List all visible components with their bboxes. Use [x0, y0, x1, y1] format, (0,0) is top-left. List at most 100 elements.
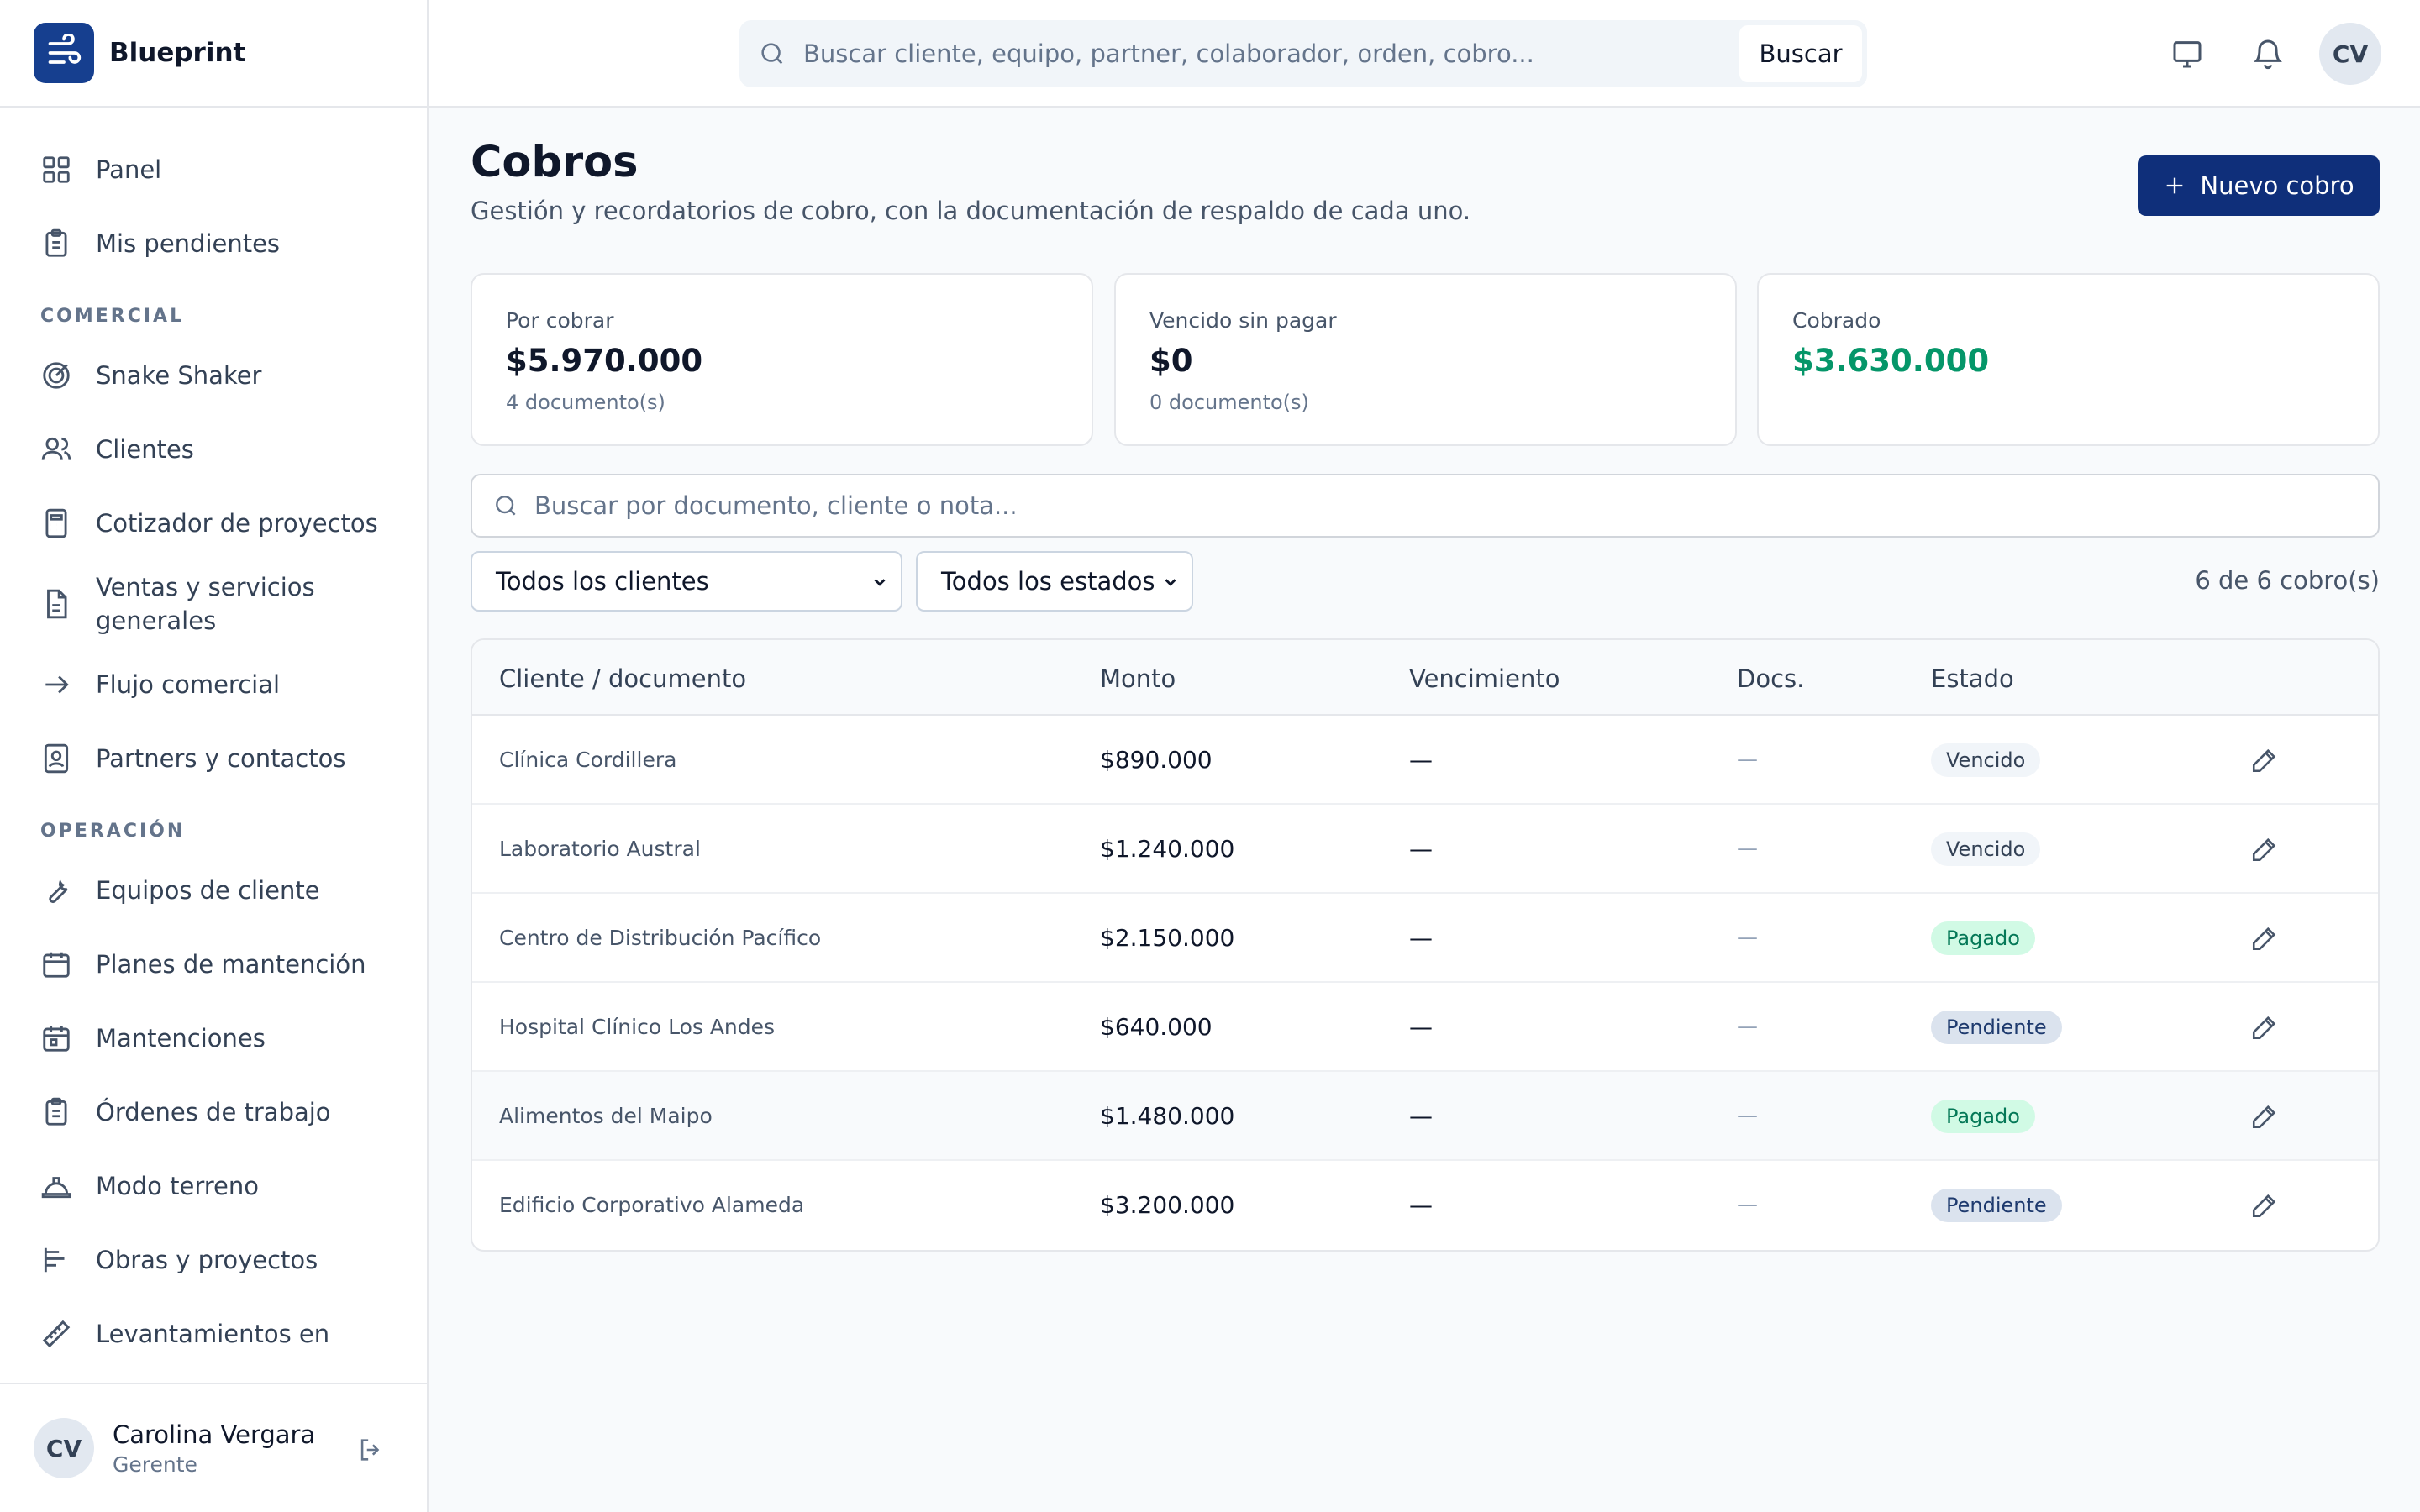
grid-icon: [43, 156, 70, 183]
sidebar-item-mantenciones[interactable]: Mantenciones: [0, 1001, 427, 1075]
pencil-icon[interactable]: [2250, 746, 2279, 774]
row-docs: —: [1737, 925, 1758, 949]
gantt-icon: [44, 1247, 65, 1273]
global-search: Buscar: [739, 20, 1867, 87]
pencil-icon[interactable]: [2250, 1191, 2279, 1220]
sidebar-item-label: Planes de mantención: [96, 950, 366, 979]
blueprint-logo-icon: [34, 23, 94, 83]
clipboard-list-icon: [45, 1097, 67, 1126]
table-row[interactable]: Laboratorio Austral $1.240.000 — — Venci…: [472, 805, 2378, 894]
row-docs: —: [1737, 1014, 1758, 1038]
row-amount: $1.240.000: [1100, 835, 1235, 863]
file-icon: [47, 589, 67, 619]
cobros-search-input[interactable]: [534, 491, 2378, 520]
status-badge: Pendiente: [1931, 1189, 2062, 1222]
sidebar-item-label: Mis pendientes: [96, 229, 281, 258]
sidebar-item-planes[interactable]: Planes de mantención: [0, 927, 427, 1001]
card-cobrado: Cobrado $3.630.000: [1757, 273, 2380, 446]
sidebar-item-mis-pendientes[interactable]: Mis pendientes: [0, 207, 427, 281]
new-cobro-button[interactable]: Nuevo cobro: [2138, 155, 2380, 216]
sidebar-item-snake-shaker[interactable]: Snake Shaker: [0, 339, 427, 412]
pencil-icon[interactable]: [2250, 1102, 2279, 1131]
search-button[interactable]: Buscar: [1739, 25, 1862, 82]
contact-book-icon: [44, 743, 69, 774]
sidebar-item-label: Panel: [96, 155, 162, 184]
status-badge: Pagado: [1931, 1100, 2035, 1133]
sidebar-item-label: Ventas y servicios generales: [96, 573, 315, 635]
card-value: $0: [1150, 343, 1193, 379]
row-amount: $2.150.000: [1100, 924, 1235, 952]
status-badge: Vencido: [1931, 743, 2041, 777]
sidebar-item-partners[interactable]: Partners y contactos: [0, 722, 427, 795]
pencil-icon[interactable]: [2250, 924, 2279, 953]
pencil-icon[interactable]: [2250, 835, 2279, 864]
sidebar-item-label: Cotizador de proyectos: [96, 509, 378, 538]
sidebar-item-equipos[interactable]: Equipos de cliente: [0, 853, 427, 927]
sidebar-item-levantamientos[interactable]: Levantamientos en: [0, 1297, 427, 1371]
card-note: 0 documento(s): [1150, 391, 1309, 414]
calculator-icon: [45, 508, 67, 538]
ruler-icon: [42, 1320, 71, 1348]
card-vencido: Vencido sin pagar $0 0 documento(s): [1114, 273, 1737, 446]
row-due: —: [1409, 1102, 1433, 1130]
cobros-search: [471, 474, 2380, 538]
table-row[interactable]: Alimentos del Maipo $1.480.000 — — Pagad…: [472, 1072, 2378, 1161]
row-client: Hospital Clínico Los Andes: [499, 1015, 776, 1039]
bell-icon[interactable]: [2251, 37, 2285, 71]
sidebar-item-ordenes[interactable]: Órdenes de trabajo: [0, 1075, 427, 1149]
row-client: Alimentos del Maipo: [499, 1104, 713, 1128]
status-badge: Pendiente: [1931, 1011, 2062, 1044]
topbar: Buscar CV: [429, 0, 2420, 108]
table-row[interactable]: Edificio Corporativo Alameda $3.200.000 …: [472, 1161, 2378, 1250]
sidebar-item-ventas[interactable]: Ventas y servicios generales: [0, 560, 427, 648]
avatar[interactable]: CV: [34, 1418, 94, 1478]
sidebar-item-label: Clientes: [96, 435, 194, 464]
sidebar-item-cotizador[interactable]: Cotizador de proyectos: [0, 486, 427, 560]
target-icon: [43, 362, 70, 389]
table-row[interactable]: Centro de Distribución Pacífico $2.150.0…: [472, 894, 2378, 983]
logout-icon[interactable]: [356, 1436, 385, 1464]
status-filter-select[interactable]: Todos los estados: [916, 551, 1193, 612]
row-client: Edificio Corporativo Alameda: [499, 1193, 805, 1217]
brand[interactable]: Blueprint: [0, 0, 427, 108]
row-client: Centro de Distribución Pacífico: [499, 926, 822, 950]
calendar-icon: [43, 952, 70, 978]
pencil-icon[interactable]: [2250, 1013, 2279, 1042]
table-header: Cliente / documento Monto Vencimiento Do…: [472, 640, 2378, 716]
table-row[interactable]: Clínica Cordillera $890.000 — — Vencido: [472, 716, 2378, 805]
row-amount: $3.200.000: [1100, 1191, 1235, 1219]
plus-icon: [2167, 177, 2183, 194]
row-due: —: [1409, 924, 1433, 952]
sidebar-nav: Panel Mis pendientes COMERCIAL Snake Sha…: [0, 108, 427, 1383]
status-badge: Pagado: [1931, 921, 2035, 955]
chevron-down-icon: [874, 579, 886, 586]
global-search-input[interactable]: [803, 39, 1867, 68]
sidebar-item-panel[interactable]: Panel: [0, 133, 427, 207]
sidebar-item-clientes[interactable]: Clientes: [0, 412, 427, 486]
table-row[interactable]: Hospital Clínico Los Andes $640.000 — — …: [472, 983, 2378, 1072]
sidebar-item-flujo-comercial[interactable]: Flujo comercial: [0, 648, 427, 722]
sidebar: Blueprint Panel Mis pendientes COMERCIAL…: [0, 0, 429, 1512]
header-due: Vencimiento: [1409, 664, 1560, 693]
avatar[interactable]: CV: [2319, 23, 2381, 85]
status-filter-value: Todos los estados: [941, 567, 1155, 596]
users-icon: [41, 437, 71, 460]
calendar-check-icon: [43, 1026, 70, 1052]
row-due: —: [1409, 835, 1433, 863]
clipboard-icon: [45, 228, 67, 257]
sidebar-item-modo-terreno[interactable]: Modo terreno: [0, 1149, 427, 1223]
sidebar-item-label: Mantenciones: [96, 1024, 266, 1053]
row-amount: $640.000: [1100, 1013, 1213, 1041]
sidebar-item-label: Órdenes de trabajo: [96, 1098, 331, 1126]
row-client: Clínica Cordillera: [499, 748, 677, 772]
search-icon: [496, 496, 516, 516]
monitor-icon[interactable]: [2170, 37, 2204, 71]
new-cobro-label: Nuevo cobro: [2200, 171, 2354, 200]
status-badge: Vencido: [1931, 832, 2041, 866]
client-filter-select[interactable]: Todos los clientes: [471, 551, 902, 612]
row-docs: —: [1737, 1103, 1758, 1127]
header-status: Estado: [1931, 664, 2014, 693]
section-operacion: OPERACIÓN: [40, 821, 186, 842]
sidebar-item-label: Partners y contactos: [96, 744, 346, 773]
sidebar-item-obras[interactable]: Obras y proyectos: [0, 1223, 427, 1297]
